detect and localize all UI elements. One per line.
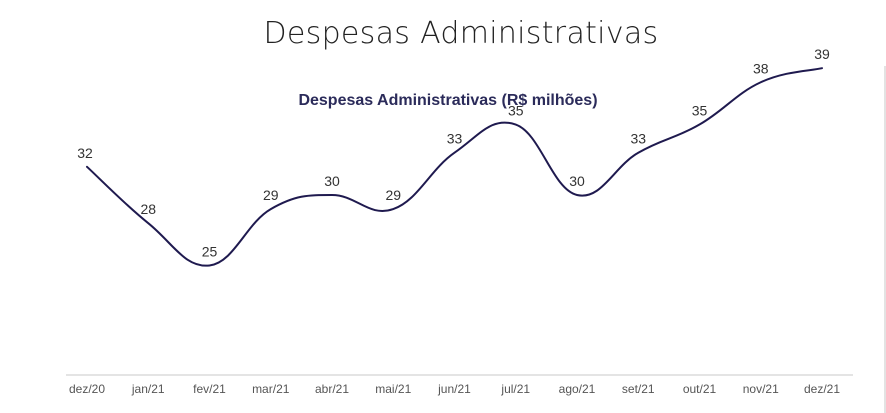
x-tick-label: abr/21	[315, 382, 349, 396]
data-labels: 32 28 25 29 30 29 33 35 30 33 35 38 39	[77, 46, 830, 259]
x-tick-label: dez/21	[804, 382, 840, 396]
x-tick-label: mai/21	[375, 382, 411, 396]
x-tick-label: fev/21	[193, 382, 226, 396]
data-label: 33	[630, 131, 646, 147]
data-label: 30	[569, 173, 585, 189]
data-label: 39	[814, 46, 830, 62]
data-label: 33	[447, 131, 463, 147]
data-label: 28	[140, 201, 156, 217]
x-tick-label: mar/21	[252, 382, 290, 396]
data-label: 29	[385, 187, 401, 203]
data-label: 38	[753, 60, 769, 76]
x-tick-label: jun/21	[437, 382, 471, 396]
x-tick-label: nov/21	[743, 382, 779, 396]
x-tick-label: jan/21	[131, 382, 165, 396]
data-label: 30	[324, 173, 340, 189]
data-label: 35	[692, 103, 708, 119]
x-tick-label: set/21	[622, 382, 655, 396]
series-line	[86, 67, 823, 267]
data-label: 35	[508, 103, 524, 119]
chart-title: Despesas Administrativas (R$ milhões)	[298, 92, 598, 109]
data-label: 29	[263, 187, 279, 203]
page-title: Despesas Administrativas	[263, 16, 659, 51]
x-tick-label: jul/21	[500, 382, 530, 396]
frame-edge	[884, 66, 886, 413]
data-label: 25	[202, 243, 218, 259]
data-label: 32	[77, 145, 93, 161]
x-tick-label: out/21	[683, 382, 717, 396]
x-tick-label: ago/21	[559, 382, 596, 396]
x-tick-labels: dez/20 jan/21 fev/21 mar/21 abr/21 mai/21 jun/…	[69, 382, 840, 396]
x-tick-label: dez/20	[69, 382, 105, 396]
